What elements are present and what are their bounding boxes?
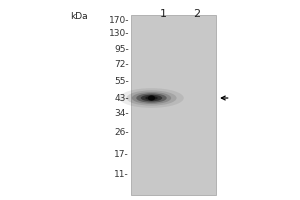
Text: 2: 2 — [193, 9, 200, 19]
Bar — [130, 15, 216, 195]
Text: 11-: 11- — [114, 170, 129, 179]
Text: 34-: 34- — [115, 109, 129, 118]
Ellipse shape — [132, 92, 171, 104]
Ellipse shape — [141, 95, 162, 101]
Ellipse shape — [148, 95, 155, 101]
Text: 17-: 17- — [114, 150, 129, 159]
Text: kDa: kDa — [70, 12, 87, 21]
Ellipse shape — [119, 88, 184, 108]
Text: 1: 1 — [160, 9, 167, 19]
Ellipse shape — [145, 96, 158, 100]
Ellipse shape — [126, 90, 177, 106]
Text: 130-: 130- — [109, 29, 129, 38]
Text: 55-: 55- — [114, 77, 129, 86]
Text: 170-: 170- — [109, 16, 129, 25]
Ellipse shape — [136, 93, 167, 103]
Text: 72-: 72- — [115, 60, 129, 69]
Text: 95-: 95- — [114, 45, 129, 54]
Text: 43-: 43- — [115, 94, 129, 103]
Text: 26-: 26- — [115, 128, 129, 137]
